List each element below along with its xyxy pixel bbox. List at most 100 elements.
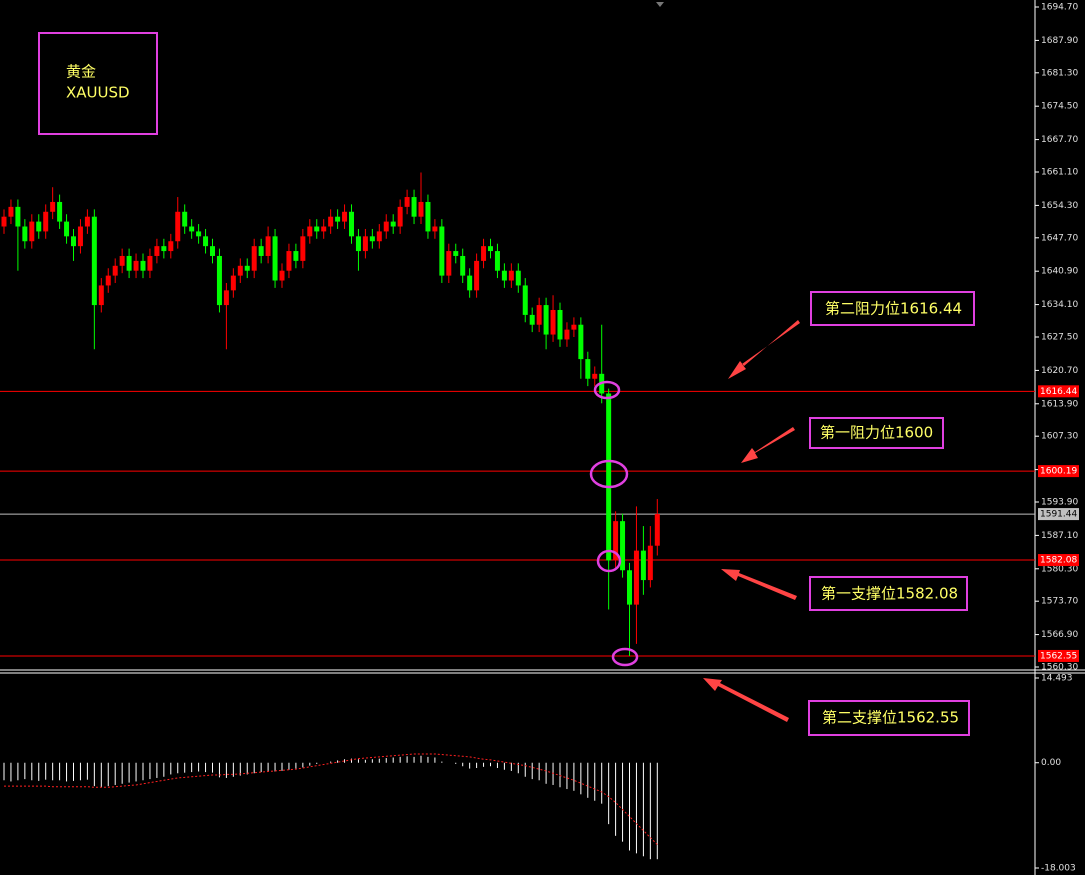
- arrow: [741, 427, 795, 463]
- y-tick-label: 1661.10: [1041, 168, 1078, 178]
- level-label-bg: [1038, 508, 1079, 521]
- candle-body: [307, 226, 313, 237]
- y-tick-label: 1560.30: [1041, 663, 1078, 673]
- y2-tick-label: -18.003: [1041, 864, 1076, 874]
- level-label-bg: [1038, 465, 1079, 478]
- candle-body: [508, 270, 514, 281]
- candle-body: [515, 270, 521, 286]
- candle-body: [1, 216, 7, 227]
- candle-body: [216, 255, 222, 306]
- y-tick-label: 1627.50: [1041, 333, 1078, 343]
- candle-body: [529, 314, 535, 325]
- candle-body: [460, 255, 466, 276]
- y-tick-label: 1580.30: [1041, 564, 1078, 574]
- y-tick-label: 1674.50: [1041, 102, 1078, 112]
- annotation-box: [808, 700, 970, 736]
- candle-body: [203, 236, 209, 247]
- candle-body: [272, 236, 278, 281]
- candle-body: [355, 236, 361, 252]
- candle-body: [168, 241, 174, 252]
- candle-body: [488, 246, 493, 252]
- candle-body: [467, 275, 473, 291]
- candle-body: [196, 231, 202, 237]
- candle-body: [453, 251, 459, 256]
- y2-tick-label: 0.00: [1041, 758, 1061, 768]
- arrow: [728, 320, 800, 379]
- highlight: [611, 647, 639, 667]
- arrow: [721, 569, 797, 600]
- candle-body: [536, 305, 542, 325]
- candle-body: [147, 255, 153, 271]
- level-label: 1600.19: [1040, 467, 1077, 477]
- highlight: [589, 459, 629, 489]
- annotation-box: [809, 576, 968, 611]
- box: [38, 32, 158, 135]
- subtitle: XAUUSD: [66, 84, 130, 102]
- y-tick-label: 1681.30: [1041, 68, 1078, 78]
- candle-body: [633, 550, 639, 605]
- candle-body: [29, 221, 35, 242]
- candle-body: [91, 216, 97, 306]
- level-label-bg: [1038, 649, 1079, 662]
- y-tick-label: 1566.90: [1041, 630, 1078, 640]
- annotation-box: [809, 417, 944, 449]
- y-tick-label: 1593.90: [1041, 498, 1078, 508]
- candle-body: [501, 270, 507, 281]
- y-tick-label: 1694.70: [1041, 3, 1078, 13]
- y-tick-label: 1687.90: [1041, 36, 1078, 46]
- candle-body: [77, 226, 83, 247]
- annotation: 第二阻力位1616.44: [825, 300, 962, 318]
- candle-body: [119, 255, 125, 266]
- y-tick-label: 1654.30: [1041, 201, 1078, 211]
- candle-body: [592, 373, 598, 379]
- annotation: 第二支撑位1562.55: [822, 709, 959, 727]
- candle-body: [237, 265, 243, 276]
- level-label: 1591.44: [1040, 510, 1077, 520]
- candle-body: [154, 246, 160, 256]
- candle-body: [585, 359, 591, 379]
- candle-body: [446, 251, 452, 276]
- candle-body: [362, 236, 368, 252]
- candle-body: [613, 521, 619, 561]
- y-tick-label: 1620.70: [1041, 366, 1078, 376]
- signal-line: [4, 753, 658, 845]
- candle-body: [404, 197, 410, 207]
- candle-body: [223, 290, 229, 306]
- candle-body: [265, 236, 271, 256]
- candle-body: [321, 226, 327, 232]
- candle-body: [432, 226, 438, 232]
- candle-body: [279, 270, 285, 281]
- candle-body: [126, 255, 132, 271]
- candle-body: [557, 309, 563, 340]
- candle-body: [22, 226, 28, 242]
- candle-body: [314, 226, 320, 232]
- candle-body: [43, 211, 49, 232]
- candle-body: [15, 206, 21, 227]
- candle-body: [293, 251, 299, 261]
- candle-body: [210, 246, 215, 256]
- candle-body: [439, 226, 445, 276]
- candle-body: [397, 206, 403, 227]
- candle-body: [112, 265, 118, 276]
- candle-body: [564, 329, 570, 340]
- arrow: [703, 678, 789, 722]
- candle-body: [133, 260, 139, 271]
- candle-body: [71, 236, 76, 247]
- scroll-marker: [656, 2, 664, 7]
- candle-body: [36, 221, 42, 232]
- candle-body: [390, 221, 396, 227]
- annotation: 第一支撑位1582.08: [821, 585, 958, 603]
- y-tick-label: 1640.90: [1041, 267, 1078, 277]
- candle-body: [64, 221, 70, 237]
- candle-body: [230, 275, 236, 291]
- y-tick-label: 1634.10: [1041, 300, 1078, 310]
- candle-body: [369, 236, 375, 242]
- candle-body: [251, 246, 257, 271]
- candle-body: [522, 285, 528, 315]
- candle-body: [50, 201, 56, 212]
- candle-body: [376, 231, 382, 242]
- candle-body: [383, 221, 389, 232]
- candle-body: [335, 216, 341, 222]
- candle-body: [57, 201, 63, 222]
